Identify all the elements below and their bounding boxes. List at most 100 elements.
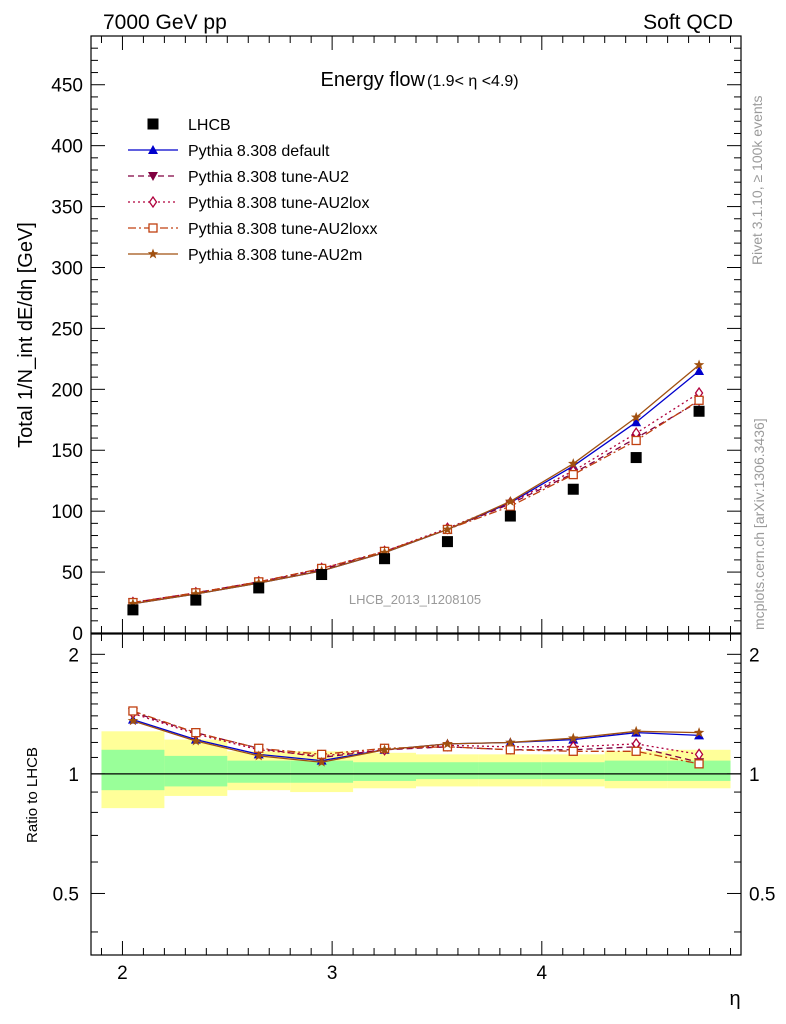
ratio-au2loxx-point bbox=[128, 706, 138, 716]
x-tick-label: 4 bbox=[537, 963, 548, 984]
legend-default-label: Pythia 8.308 default bbox=[188, 143, 330, 160]
main-lhcb-point bbox=[127, 604, 139, 616]
main-au2m-point bbox=[693, 359, 705, 370]
ratio-au2loxx-point bbox=[505, 745, 516, 755]
ratio-au2loxx-point bbox=[694, 759, 704, 769]
x-tick-label: 3 bbox=[327, 963, 338, 984]
main-au2m-point bbox=[190, 588, 202, 599]
ratio-au2m-point bbox=[379, 744, 390, 755]
ratio-y-axis-label: Ratio to LHCB bbox=[24, 747, 41, 843]
main-au2loxx-point bbox=[694, 395, 704, 405]
uncertainty-band-green bbox=[416, 762, 479, 780]
main-lhcb-point bbox=[253, 582, 265, 594]
legend-lhcb-marker bbox=[147, 118, 159, 130]
uncertainty-band-green bbox=[227, 760, 291, 783]
main-lhcb-point bbox=[441, 536, 453, 548]
y-tick-label: 200 bbox=[51, 380, 83, 401]
main-au2loxx-line bbox=[132, 399, 700, 604]
y-tick-label: 50 bbox=[62, 563, 83, 584]
legend-default-marker bbox=[148, 145, 158, 154]
main-lhcb-point bbox=[630, 452, 642, 464]
uncertainty-band-green bbox=[290, 760, 354, 783]
rivet-label: Rivet 3.1.10, ≥ 100k events bbox=[749, 95, 765, 265]
main-au2m-line bbox=[132, 364, 700, 605]
y-tick-label: 0 bbox=[72, 624, 83, 645]
legend: LHCB Pythia 8.308 default Pythia 8.308 tun… bbox=[128, 117, 377, 264]
main-default-point bbox=[631, 417, 642, 427]
ratio-au2loxx-point bbox=[191, 728, 201, 738]
legend-au2m-label: Pythia 8.308 tune-AU2m bbox=[188, 247, 362, 264]
ratio-y-tick-label: 0.5 bbox=[53, 884, 79, 905]
ratio-au2m-point bbox=[316, 756, 327, 767]
y-tick-label: 400 bbox=[51, 137, 83, 158]
ratio-panel: 0.5 0.5 1 1 2 2 2 3 4 Ratio to LHCB η bbox=[24, 633, 775, 1010]
legend-au2-marker bbox=[148, 172, 158, 181]
header-right: Soft QCD bbox=[643, 11, 733, 34]
main-au2loxx-point bbox=[568, 469, 578, 480]
main-lhcb-point bbox=[190, 594, 202, 606]
main-lhcb-point bbox=[504, 510, 516, 522]
main-au2m-point bbox=[379, 547, 390, 558]
y-tick-label: 250 bbox=[51, 319, 83, 340]
y-axis-label: Total 1/N_int dE/dη [GeV] bbox=[15, 222, 37, 448]
main-au2lox-line bbox=[132, 392, 700, 604]
ratio-au2m-point bbox=[442, 738, 453, 749]
legend-lhcb-label: LHCB bbox=[188, 117, 231, 134]
y-tick-label: 150 bbox=[51, 441, 83, 462]
uncertainty-band-green bbox=[101, 749, 165, 791]
main-au2m-point bbox=[568, 458, 579, 469]
ratio-au2m-point bbox=[630, 725, 642, 736]
ratio-au2m-point bbox=[693, 727, 705, 738]
main-lhcb-point bbox=[316, 569, 328, 581]
uncertainty-band-green bbox=[604, 760, 668, 781]
x-tick-label: 2 bbox=[117, 963, 128, 984]
ratio-y-tick-label-right: 0.5 bbox=[749, 884, 775, 905]
uncertainty-band-green bbox=[164, 755, 228, 787]
main-lhcb-point bbox=[693, 405, 705, 417]
main-lhcb-point bbox=[567, 483, 579, 495]
legend-au2-label: Pythia 8.308 tune-AU2 bbox=[188, 169, 349, 186]
watermark: LHCB_2013_I1208105 bbox=[349, 592, 481, 607]
legend-au2loxx-marker bbox=[148, 223, 158, 233]
main-au2m-point bbox=[630, 411, 642, 422]
uncertainty-band-green bbox=[541, 762, 605, 780]
ratio-au2m-point bbox=[190, 735, 202, 746]
legend-au2m-marker bbox=[147, 248, 159, 259]
chart-title: Energy flow bbox=[321, 69, 426, 91]
main-au2loxx-point bbox=[631, 435, 641, 446]
main-default-line bbox=[132, 370, 700, 605]
chart-title-range: (1.9< η <4.9) bbox=[427, 73, 519, 90]
ratio-au2loxx-line bbox=[132, 710, 700, 765]
ratio-au2m-point bbox=[505, 736, 516, 747]
main-default-point bbox=[694, 366, 705, 376]
ratio-au2m-point bbox=[568, 732, 579, 743]
y-tick-label: 350 bbox=[51, 198, 83, 219]
ratio-au2m-point bbox=[253, 750, 264, 761]
legend-au2lox-label: Pythia 8.308 tune-AU2lox bbox=[188, 195, 369, 212]
uncertainty-band-green bbox=[478, 762, 542, 780]
y-tick-label: 100 bbox=[51, 502, 83, 523]
main-lhcb-point bbox=[379, 553, 391, 565]
ratio-y-tick-label-right: 1 bbox=[749, 765, 760, 786]
legend-au2loxx-label: Pythia 8.308 tune-AU2loxx bbox=[188, 221, 377, 238]
ratio-au2m-line bbox=[132, 720, 700, 763]
main-au2m-point bbox=[442, 523, 453, 534]
ratio-y-tick-label: 1 bbox=[68, 765, 79, 786]
main-au2m-point bbox=[505, 495, 516, 506]
x-axis-label: η bbox=[729, 988, 740, 1010]
main-au2-line bbox=[132, 400, 700, 604]
ratio-au2loxx-point bbox=[568, 746, 578, 756]
legend-au2lox-marker bbox=[148, 195, 158, 209]
ratio-au2m-point bbox=[127, 715, 139, 726]
ratio-au2loxx-point bbox=[631, 746, 641, 756]
ratio-y-tick-label: 2 bbox=[68, 645, 79, 666]
uncertainty-band-green bbox=[353, 762, 416, 781]
mcplots-label: mcplots.cern.ch [arXiv:1306.3436] bbox=[751, 418, 767, 630]
header-left: 7000 GeV pp bbox=[103, 11, 227, 34]
y-tick-label: 300 bbox=[51, 258, 83, 279]
ratio-y-tick-label-right: 2 bbox=[749, 645, 760, 666]
y-tick-label: 450 bbox=[51, 76, 83, 97]
uncertainty-band-green bbox=[667, 760, 731, 781]
